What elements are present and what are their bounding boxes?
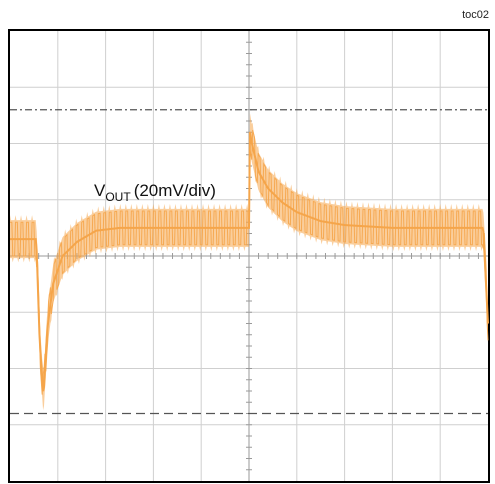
channel-label-main: V [94, 181, 106, 200]
channel-label: VOUT (20mV/div) [94, 181, 216, 204]
reference-lines [10, 109, 488, 415]
channel-label-scale: (20mV/div) [134, 181, 216, 200]
figure-tag: toc02 [462, 9, 489, 21]
trace-line [10, 131, 489, 392]
channel-label-subscript: OUT [105, 190, 131, 204]
vout-trace [10, 113, 489, 411]
